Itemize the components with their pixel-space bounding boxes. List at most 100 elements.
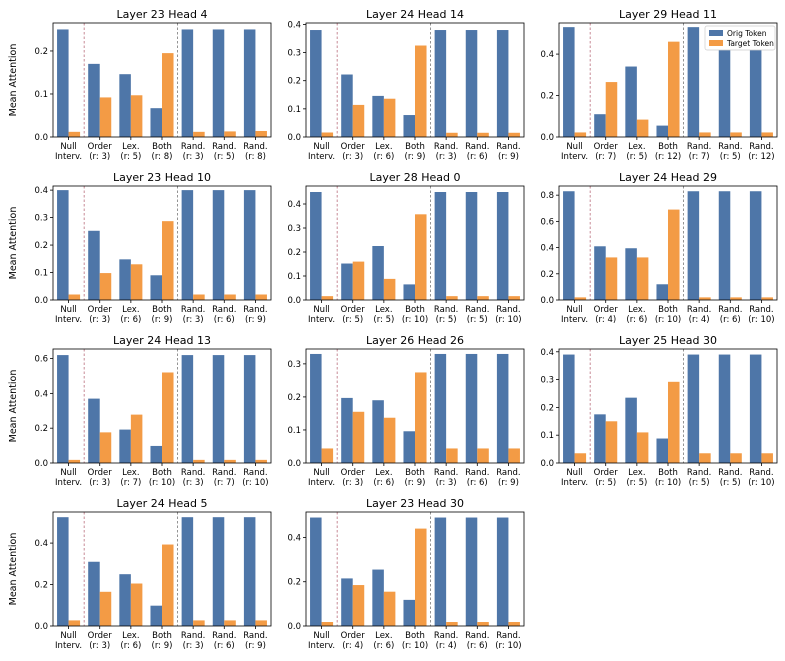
bar-orig [150,108,162,137]
x-tick-label: Order [594,142,619,152]
x-tick-label: Interv. [308,315,335,325]
bar-target [415,372,427,463]
bar-target [100,97,112,137]
x-tick-label: Rand. [243,142,267,152]
bar-orig [563,355,575,463]
y-tick-label: 0.4 [540,50,554,60]
x-tick-label: (r: 5) [120,152,141,162]
y-axis-label: Mean Attention [8,44,19,117]
x-tick-label: Order [594,305,619,315]
y-tick-label: 0.2 [287,578,301,588]
x-tick-label: (r: 9) [245,641,266,651]
bar-target [193,460,205,463]
y-tick-label: 0.0 [287,459,301,469]
y-tick-label: 0.3 [287,49,301,59]
bar-orig [688,191,700,300]
x-tick-label: Rand. [212,631,236,641]
x-tick-label: Null [60,468,76,478]
x-tick-label: Rand. [434,142,458,152]
x-tick-label: Lex. [628,305,645,315]
x-tick-label: Both [405,305,425,315]
x-tick-label: (r: 9) [245,315,266,325]
x-tick-label: (r: 6) [120,641,141,651]
y-tick-label: 0.8 [540,191,554,201]
legend-label-orig: Orig Token [727,29,767,38]
y-tick-label: 0.3 [287,360,301,370]
x-tick-label: Rand. [243,305,267,315]
legend-label-target: Target Token [726,39,774,48]
x-tick-label: (r: 4) [595,315,616,325]
x-tick-label: Order [341,468,366,478]
x-tick-label: Both [405,142,425,152]
subplot-title: Layer 23 Head 10 [113,171,211,184]
bar-orig [403,431,415,463]
x-tick-label: (r: 5) [342,315,363,325]
bar-orig [750,191,762,300]
bar-target [353,412,365,463]
subplot-title: Layer 26 Head 26 [366,334,464,347]
x-tick-label: (r: 10) [495,315,521,325]
bar-target [100,273,112,300]
bar-orig [466,354,478,463]
bar-target [668,382,680,463]
y-tick-label: 0.1 [287,105,301,115]
y-tick-label: 0.0 [540,459,554,469]
x-tick-label: (r: 3) [183,641,204,651]
legend-swatch-target [709,40,723,46]
bar-target [508,296,520,300]
y-tick-label: 0.0 [287,622,301,632]
bar-target [384,99,396,137]
x-tick-label: (r: 12) [748,152,774,162]
x-tick-label: Rand. [718,305,742,315]
y-tick-label: 0.3 [34,214,48,224]
figure: Layer 23 Head 40.00.10.2NullInterv.Order… [0,0,785,661]
bar-target [761,453,773,463]
x-tick-label: Lex. [375,631,392,641]
bar-orig [57,29,69,137]
bar-orig [466,518,478,626]
bar-orig [341,75,353,137]
bar-orig [182,517,194,626]
x-tick-label: Lex. [628,142,645,152]
bar-orig [150,446,162,463]
bar-target [162,545,174,626]
bar-orig [119,430,131,463]
y-tick-label: 0.1 [34,269,48,279]
bar-target [637,432,649,463]
bar-orig [403,284,415,300]
subplot-3: Layer 29 Head 110.00.20.4NullInterv.Orde… [540,8,777,162]
bar-target [224,295,236,300]
x-tick-label: Rand. [496,305,520,315]
bar-orig [310,354,322,463]
x-tick-label: Rand. [181,142,205,152]
y-tick-label: 0.2 [287,77,301,87]
bar-orig [213,190,225,300]
bar-orig [594,114,606,137]
subplot-title: Layer 28 Head 0 [370,171,461,184]
x-tick-label: Lex. [122,142,139,152]
x-tick-label: (r: 3) [436,478,457,488]
bar-orig [310,192,322,300]
bar-target [69,295,81,300]
x-tick-label: Rand. [243,631,267,641]
x-tick-label: Order [341,631,366,641]
y-tick-label: 0.4 [287,200,301,210]
x-tick-label: Rand. [718,468,742,478]
x-tick-label: Interv. [55,641,82,651]
bar-target [384,418,396,463]
y-axis-label: Mean Attention [8,533,19,606]
y-tick-label: 0.2 [540,270,554,280]
x-tick-label: Null [313,305,329,315]
subplot-title: Layer 29 Head 11 [619,8,717,21]
bar-orig [625,398,637,463]
y-tick-label: 0.2 [34,424,48,434]
bar-target [100,432,112,463]
x-tick-label: (r: 3) [436,152,457,162]
bar-target [353,262,365,300]
x-tick-label: (r: 7) [689,152,710,162]
bar-target [69,620,81,626]
x-tick-label: Lex. [122,631,139,641]
x-tick-label: Both [152,631,172,641]
y-tick-label: 0.1 [540,431,554,441]
bar-orig [497,354,509,463]
